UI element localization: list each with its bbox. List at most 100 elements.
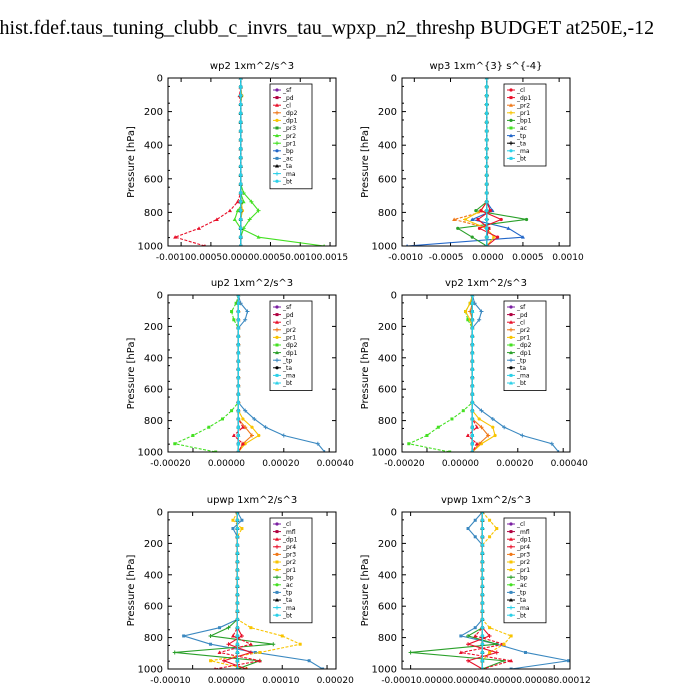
legend-label: _ma (282, 605, 296, 612)
y-tick-label: 800 (378, 633, 397, 644)
legend-label: _dp2 (516, 342, 532, 349)
legend-marker (509, 522, 513, 526)
series-line-cl (173, 78, 242, 246)
y-tick-label: 600 (144, 174, 163, 185)
series-point (473, 518, 477, 522)
series-point (448, 450, 452, 452)
panel-title: vpwp 1xm^2/s^3 (441, 495, 531, 506)
series-point (470, 359, 475, 363)
series-point (480, 535, 485, 539)
panel-title: wp3 1xm^{3} s^{-4} (429, 61, 542, 72)
series-point (257, 658, 262, 663)
legend-marker (275, 530, 279, 534)
legend-label: _ta (516, 365, 526, 372)
legend-label: _ac (516, 582, 527, 589)
series-point (235, 576, 240, 580)
x-tick-labels: -0.00010.00000.000040.00000.000080.00012 (381, 676, 590, 686)
legend-label: _bp (516, 574, 528, 581)
series-point (485, 164, 489, 168)
series-point (256, 235, 261, 239)
series-point (235, 584, 240, 588)
legend-label: _dp1 (282, 536, 298, 543)
series-point (502, 425, 507, 430)
series-point (239, 129, 243, 133)
legend-marker (275, 350, 279, 355)
series-point (235, 634, 240, 638)
legend-marker (509, 537, 513, 541)
series-point (253, 650, 257, 654)
series-point (235, 518, 240, 522)
series-point (235, 559, 240, 564)
series-point (487, 633, 492, 638)
series-point (477, 417, 481, 421)
series-point (220, 417, 224, 421)
legend-label: _bt (282, 612, 293, 619)
series-point (436, 425, 440, 429)
legend-label: _ta (282, 163, 292, 170)
series-point (239, 182, 243, 186)
series-point (248, 642, 253, 646)
series-point (230, 409, 234, 413)
series-point (520, 433, 525, 438)
y-tick-label: 1000 (138, 665, 163, 676)
series-point (172, 650, 177, 655)
series-point (173, 442, 177, 446)
y-tick-label: 800 (378, 208, 397, 219)
y-tick-label: 400 (144, 353, 163, 364)
legend-marker (275, 567, 279, 572)
y-tick-label: 200 (378, 539, 397, 550)
series-point (459, 634, 463, 638)
series-point (485, 103, 489, 107)
legend-marker (509, 313, 513, 317)
legend-marker (275, 179, 279, 183)
series-point (249, 626, 253, 630)
series-point (480, 593, 485, 597)
series-point (247, 217, 252, 222)
series-point (480, 642, 485, 646)
y-tick-label: 800 (378, 416, 397, 427)
legend-label: _dp1 (516, 350, 532, 357)
legend-label: _bt (516, 380, 527, 387)
series-point (480, 634, 485, 638)
series-point (480, 609, 485, 613)
legend-label: _pr4 (282, 544, 296, 551)
series-point (321, 667, 325, 669)
series-point (480, 568, 485, 572)
legend-marker (275, 575, 279, 580)
legend-marker (275, 366, 279, 370)
series-point (236, 359, 241, 363)
series-point (425, 433, 429, 437)
legend-marker (509, 358, 513, 363)
series-point (226, 642, 231, 647)
legend-marker (275, 598, 279, 602)
legend-label: _pr2 (282, 559, 296, 566)
series-point (450, 417, 454, 421)
series-point (230, 310, 234, 314)
series-point (474, 425, 479, 429)
series-point (480, 543, 485, 547)
series-point (485, 209, 489, 213)
series-point (249, 199, 254, 204)
series-point (466, 658, 471, 663)
panel-up2: up2 1xm^2/s^3 Pressure [hPa] 0 200 400 600 800… (126, 278, 354, 469)
series-point (236, 433, 241, 437)
legend: _sf_pd_cl_pr2_pr1_dp2_dp1_tp_ta_ma_bt (269, 300, 313, 391)
series-point (463, 217, 467, 222)
legend-marker (275, 613, 279, 617)
y-tick-label: 600 (144, 602, 163, 613)
legend-label: _dp1 (516, 536, 532, 543)
series-point (524, 217, 529, 222)
series-point (182, 634, 186, 638)
series-point (502, 642, 506, 646)
legend-marker (275, 96, 279, 100)
legend-marker (509, 305, 513, 309)
series-point (239, 147, 243, 151)
legend-label: _cl (516, 521, 525, 528)
y-tick-label: 0 (157, 508, 163, 519)
legend-marker (509, 320, 513, 324)
legend-marker (509, 343, 513, 347)
series-point (480, 526, 485, 531)
y-tick-label: 600 (378, 385, 397, 396)
series-point (250, 433, 254, 438)
legend-marker (509, 575, 513, 580)
